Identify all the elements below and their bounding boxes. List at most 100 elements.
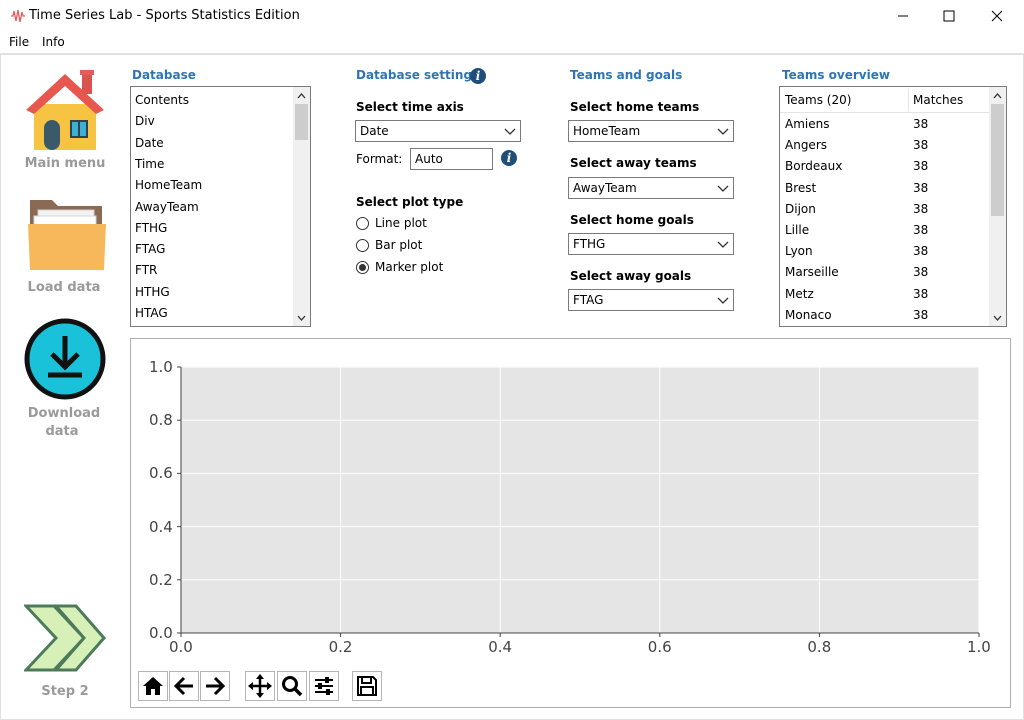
- database-scrollbar[interactable]: [293, 87, 310, 326]
- download-label-line2: data: [45, 424, 79, 439]
- database-listbox[interactable]: Contents Div Date Time HomeTeam AwayTeam FTHG F…: [130, 86, 311, 327]
- teams-goals-title: Teams and goals: [570, 68, 683, 82]
- minimize-button[interactable]: [880, 0, 926, 32]
- overview-scrollbar[interactable]: [989, 87, 1006, 326]
- forward-arrow-icon: [206, 676, 226, 696]
- team-matches: 38: [913, 244, 929, 259]
- database-item[interactable]: HTHG: [135, 284, 170, 299]
- maximize-button[interactable]: [926, 0, 972, 32]
- database-item[interactable]: Contents: [135, 93, 189, 107]
- database-item[interactable]: HTAG: [135, 306, 168, 320]
- x-tick-label: 0.0: [169, 638, 193, 656]
- home-teams-value: HomeTeam: [573, 124, 641, 138]
- radio-bar-plot-label: Bar plot: [375, 238, 423, 252]
- toolbar-save-button[interactable]: [352, 671, 382, 701]
- scroll-up-icon[interactable]: [293, 87, 310, 104]
- database-item[interactable]: HomeTeam: [135, 178, 203, 193]
- team-name: Marseille: [785, 265, 839, 280]
- database-item[interactable]: FTR: [135, 263, 158, 278]
- plot-canvas[interactable]: 0.0 0.0 0.2 0.2 0.4 0.4 0.6 0.6 0.8 0.8 1.0 1.0: [130, 338, 1011, 708]
- time-axis-select[interactable]: Date: [355, 120, 521, 142]
- scroll-down-icon[interactable]: [989, 309, 1006, 326]
- scroll-thumb[interactable]: [295, 104, 308, 140]
- away-teams-label: Select away teams: [570, 156, 697, 170]
- table-row[interactable]: Monaco 38: [780, 308, 990, 328]
- table-row[interactable]: Lille 38: [780, 223, 990, 243]
- col-matches-header[interactable]: Matches: [913, 93, 964, 107]
- scroll-up-icon[interactable]: [989, 87, 1006, 104]
- menu-file[interactable]: File: [9, 35, 30, 49]
- team-name: Lyon: [785, 244, 813, 259]
- format-input[interactable]: Auto: [410, 148, 493, 170]
- team-name: Dijon: [785, 201, 816, 216]
- toolbar-forward-button[interactable]: [200, 671, 230, 701]
- team-matches: 38: [913, 286, 929, 301]
- format-value: Auto: [415, 152, 443, 166]
- team-name: Lille: [785, 223, 810, 237]
- chevron-down-icon: [717, 241, 729, 248]
- toolbar-pan-button[interactable]: [245, 671, 275, 701]
- database-item[interactable]: AwayTeam: [135, 199, 199, 214]
- menu-info[interactable]: Info: [42, 35, 65, 49]
- table-row[interactable]: Lyon 38: [780, 244, 990, 264]
- toolbar-zoom-button[interactable]: [277, 671, 307, 701]
- pan-icon: [248, 674, 272, 698]
- download-data-button[interactable]: Download data: [20, 318, 110, 442]
- toolbar-back-button[interactable]: [169, 671, 199, 701]
- col-teams-header[interactable]: Teams (20): [785, 93, 852, 107]
- home-teams-select[interactable]: HomeTeam: [568, 120, 734, 142]
- format-info-icon[interactable]: i: [501, 150, 517, 166]
- table-row[interactable]: Metz 38: [780, 287, 990, 307]
- table-row[interactable]: Bordeaux 38: [780, 159, 990, 179]
- team-matches: 38: [913, 201, 929, 216]
- plot-background: [181, 367, 979, 633]
- minimize-icon: [898, 15, 908, 17]
- info-icon[interactable]: i: [470, 68, 486, 84]
- window-title: Time Series Lab - Sports Statistics Edit…: [29, 8, 300, 23]
- overview-header: Teams (20) Matches: [780, 87, 990, 113]
- radio-line-plot-label: Line plot: [375, 216, 427, 230]
- table-row[interactable]: Amiens 38: [780, 117, 990, 137]
- configure-icon: [315, 677, 333, 695]
- team-name: Monaco: [785, 307, 832, 322]
- time-axis-label: Select time axis: [356, 100, 464, 114]
- scroll-down-icon[interactable]: [293, 309, 310, 326]
- scroll-thumb[interactable]: [991, 104, 1004, 216]
- team-matches: 38: [913, 117, 929, 131]
- table-row[interactable]: Brest 38: [780, 181, 990, 201]
- radio-line-plot[interactable]: Line plot: [356, 216, 476, 232]
- chevron-down-icon: [717, 297, 729, 304]
- away-goals-label: Select away goals: [570, 269, 692, 283]
- home-goals-select[interactable]: FTHG: [568, 233, 734, 255]
- toolbar-home-button[interactable]: [138, 671, 168, 701]
- team-matches: 38: [913, 307, 929, 322]
- table-row[interactable]: Dijon 38: [780, 202, 990, 222]
- database-item[interactable]: Date: [135, 135, 164, 150]
- radio-marker-plot[interactable]: Marker plot: [356, 260, 476, 276]
- table-row[interactable]: Marseille 38: [780, 265, 990, 285]
- team-name: Amiens: [785, 117, 830, 131]
- chevron-down-icon: [717, 185, 729, 192]
- database-item[interactable]: Time: [135, 156, 165, 171]
- away-goals-select[interactable]: FTAG: [568, 289, 734, 311]
- toolbar-configure-button[interactable]: [309, 671, 339, 701]
- chevron-down-icon: [504, 128, 516, 135]
- away-teams-select[interactable]: AwayTeam: [568, 177, 734, 199]
- table-row[interactable]: Angers 38: [780, 138, 990, 158]
- overview-table[interactable]: Teams (20) Matches Amiens 38 Angers 38 Borde…: [779, 86, 1007, 327]
- database-item[interactable]: FTHG: [135, 220, 168, 235]
- close-button[interactable]: [974, 0, 1020, 32]
- main-menu-button[interactable]: Main menu: [20, 64, 110, 174]
- y-tick-label: 0.0: [149, 624, 173, 642]
- x-tick-label: 0.4: [488, 638, 513, 656]
- team-matches: 38: [913, 138, 929, 153]
- step-2-button[interactable]: Step 2: [20, 602, 110, 702]
- radio-bar-plot[interactable]: Bar plot: [356, 238, 476, 254]
- load-data-button[interactable]: Load data: [20, 194, 110, 304]
- team-matches: 38: [913, 180, 929, 195]
- y-tick-label: 0.8: [149, 411, 173, 430]
- database-item[interactable]: Div: [135, 114, 155, 129]
- back-arrow-icon: [173, 676, 193, 696]
- database-item[interactable]: FTAG: [135, 242, 166, 257]
- menu-bar: [0, 32, 1024, 54]
